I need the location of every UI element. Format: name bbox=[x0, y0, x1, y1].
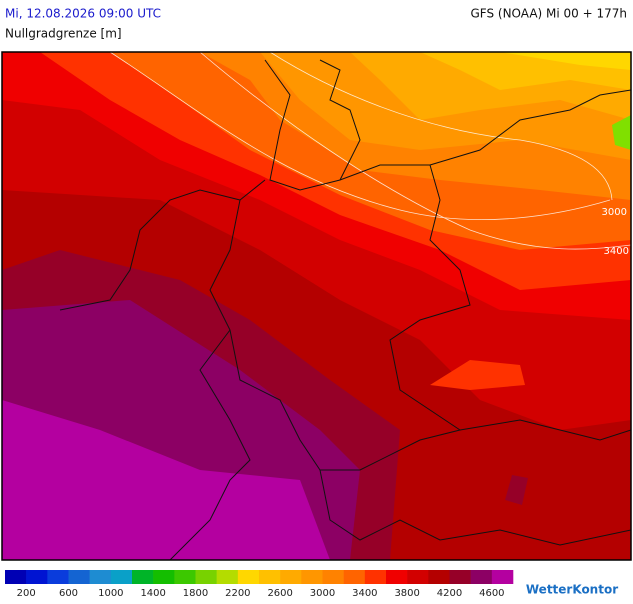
legend-swatch bbox=[470, 570, 493, 584]
legend-swatch bbox=[343, 570, 366, 584]
legend-label: 200 bbox=[17, 588, 36, 599]
contour-label: 3000 bbox=[602, 207, 627, 218]
map: 3000 3400 bbox=[1, 51, 632, 561]
legend-swatch bbox=[5, 570, 27, 584]
legend-swatch bbox=[259, 570, 281, 584]
legend-swatch bbox=[26, 570, 48, 584]
legend-swatch bbox=[237, 570, 260, 584]
legend-swatch bbox=[322, 570, 344, 584]
variable: Nullgradgrenze [m] bbox=[5, 27, 122, 41]
datetime: Mi, 12.08.2026 09:00 UTC bbox=[5, 7, 161, 21]
legend-swatch bbox=[364, 570, 387, 584]
legend-swatch bbox=[449, 570, 471, 584]
legend-swatch bbox=[110, 570, 133, 584]
legend-swatch bbox=[428, 570, 450, 584]
brand: WetterKontor bbox=[526, 583, 618, 597]
legend-swatch bbox=[174, 570, 196, 584]
legend-swatch bbox=[195, 570, 217, 584]
legend-swatch bbox=[68, 570, 90, 584]
legend-swatch bbox=[386, 570, 408, 584]
legend-label: 3400 bbox=[352, 588, 377, 599]
legend-swatch bbox=[280, 570, 302, 584]
legend-label: 2200 bbox=[225, 588, 250, 599]
legend-label: 3000 bbox=[310, 588, 335, 599]
legend-swatch bbox=[47, 570, 69, 584]
legend-swatch bbox=[216, 570, 239, 584]
legend-label: 1000 bbox=[98, 588, 123, 599]
legend-label: 2600 bbox=[267, 588, 292, 599]
legend-swatch bbox=[132, 570, 154, 584]
legend-label: 600 bbox=[59, 588, 78, 599]
contour-label: 3400 bbox=[604, 246, 629, 257]
legend-swatch bbox=[153, 570, 175, 584]
legend-swatch bbox=[491, 570, 514, 584]
legend-label: 4200 bbox=[437, 588, 462, 599]
legend-label: 1400 bbox=[140, 588, 165, 599]
legend-label: 1800 bbox=[183, 588, 208, 599]
legend-swatch bbox=[89, 570, 112, 584]
legend-swatch bbox=[407, 570, 429, 584]
legend-label: 3800 bbox=[394, 588, 419, 599]
legend: 200 600 1000 1400 1800 2200 2600 3000 3400 3800 42… bbox=[5, 570, 514, 599]
legend-swatch bbox=[301, 570, 323, 584]
legend-label: 4600 bbox=[479, 588, 504, 599]
model: GFS (NOAA) Mi 00 + 177h bbox=[470, 7, 627, 21]
